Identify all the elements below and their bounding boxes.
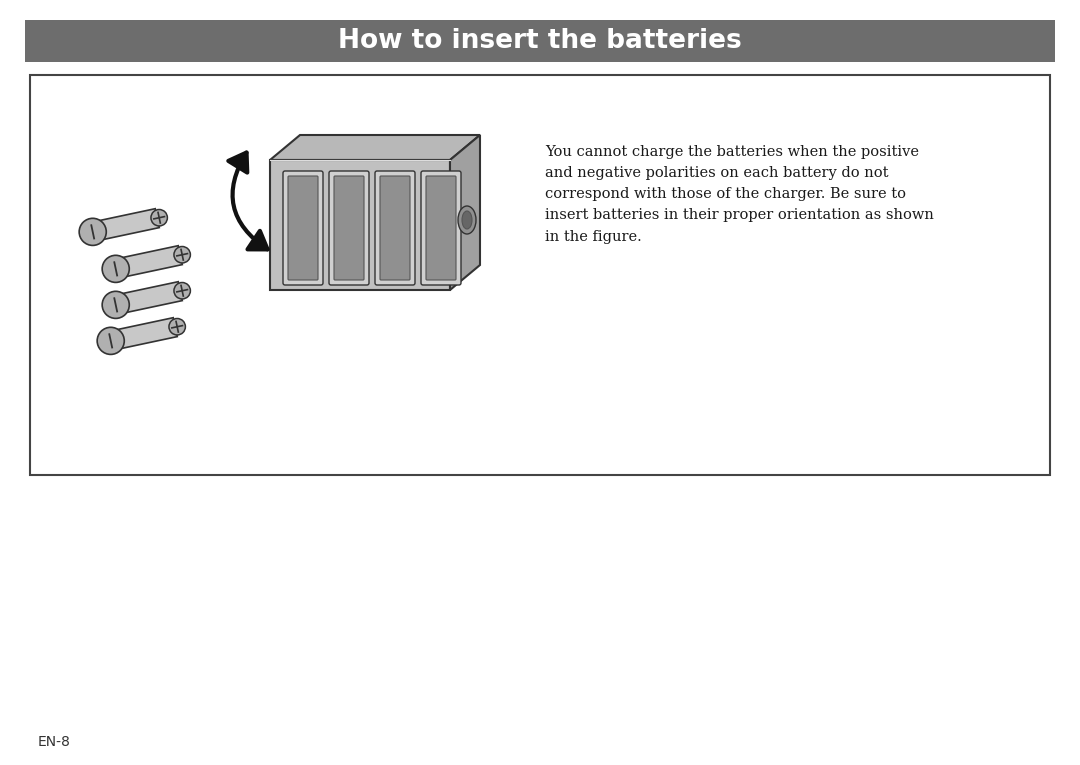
Polygon shape xyxy=(270,160,450,290)
Polygon shape xyxy=(450,135,480,290)
Text: EN-8: EN-8 xyxy=(38,735,71,749)
FancyBboxPatch shape xyxy=(334,176,364,280)
Ellipse shape xyxy=(168,318,186,335)
Ellipse shape xyxy=(151,210,167,226)
FancyBboxPatch shape xyxy=(421,171,461,285)
Text: How to insert the batteries: How to insert the batteries xyxy=(338,28,742,54)
Ellipse shape xyxy=(103,291,130,318)
FancyArrowPatch shape xyxy=(228,152,268,249)
Polygon shape xyxy=(113,246,183,278)
FancyBboxPatch shape xyxy=(288,176,318,280)
Ellipse shape xyxy=(174,282,190,299)
FancyBboxPatch shape xyxy=(375,171,415,285)
Ellipse shape xyxy=(97,327,124,354)
Ellipse shape xyxy=(79,218,106,246)
Polygon shape xyxy=(270,135,480,160)
Text: You cannot charge the batteries when the positive
and negative polarities on eac: You cannot charge the batteries when the… xyxy=(545,145,934,243)
Polygon shape xyxy=(113,282,183,314)
Polygon shape xyxy=(109,317,177,350)
Ellipse shape xyxy=(462,211,472,229)
FancyBboxPatch shape xyxy=(329,171,369,285)
FancyBboxPatch shape xyxy=(426,176,456,280)
FancyBboxPatch shape xyxy=(380,176,410,280)
Ellipse shape xyxy=(103,256,130,282)
Ellipse shape xyxy=(458,206,476,234)
Ellipse shape xyxy=(174,246,190,263)
FancyBboxPatch shape xyxy=(30,75,1050,475)
Polygon shape xyxy=(91,209,159,241)
FancyBboxPatch shape xyxy=(283,171,323,285)
FancyBboxPatch shape xyxy=(25,20,1055,62)
